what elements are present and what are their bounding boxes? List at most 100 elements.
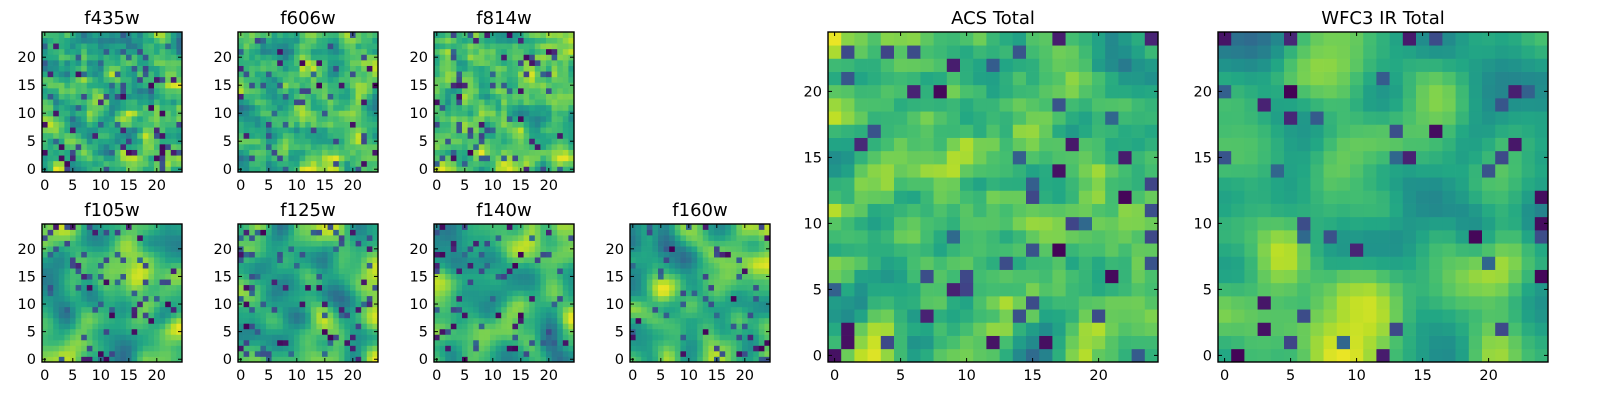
- heatmap-cell: [529, 65, 536, 72]
- heatmap-cell: [131, 323, 138, 330]
- heatmap-cell: [635, 229, 642, 236]
- heatmap-cell: [305, 48, 312, 55]
- heatmap-cell: [316, 295, 323, 302]
- heatmap-cell: [540, 268, 547, 275]
- heatmap-cell: [512, 132, 519, 139]
- heatmap-cell: [316, 32, 323, 38]
- heatmap-cell: [148, 257, 155, 263]
- heatmap-cell: [109, 65, 116, 72]
- heatmap-cell: [361, 32, 368, 38]
- heatmap-cell: [534, 334, 541, 341]
- heatmap-cell: [680, 306, 687, 313]
- heatmap-cell: [551, 334, 558, 341]
- heatmap-cell: [142, 356, 149, 363]
- heatmap-cell: [338, 257, 345, 263]
- heatmap-cell: [456, 345, 463, 352]
- heatmap-cell: [907, 164, 921, 178]
- heatmap-cell: [691, 290, 698, 297]
- heatmap-cell: [120, 240, 127, 247]
- heatmap-cell: [999, 190, 1014, 204]
- heatmap-cell: [523, 339, 530, 346]
- heatmap-cell: [366, 262, 373, 269]
- heatmap-cell: [562, 43, 569, 50]
- heatmap-cell: [933, 256, 948, 270]
- heatmap-cell: [120, 350, 127, 357]
- heatmap-cell: [512, 144, 519, 150]
- heatmap-cell: [456, 48, 463, 55]
- heatmap-cell: [355, 160, 362, 167]
- heatmap-cell: [109, 284, 116, 291]
- heatmap-cell: [266, 295, 272, 302]
- heatmap-cell: [523, 116, 530, 122]
- heatmap-cell: [686, 328, 692, 335]
- heatmap-cell: [529, 301, 536, 308]
- heatmap-cell: [697, 279, 704, 286]
- heatmap-cell: [277, 301, 284, 308]
- heatmap-cell: [501, 71, 508, 78]
- heatmap-cell: [243, 155, 250, 162]
- heatmap-cell: [445, 251, 452, 258]
- heatmap-cell: [243, 345, 250, 352]
- heatmap-cell: [75, 48, 82, 55]
- heatmap-cell: [512, 251, 519, 258]
- heatmap-cell: [148, 246, 155, 252]
- heatmap-cell: [271, 235, 278, 241]
- heatmap-cell: [506, 290, 513, 297]
- heatmap-cell: [725, 235, 732, 241]
- heatmap-cell: [506, 127, 513, 134]
- heatmap-cell: [81, 104, 88, 111]
- heatmap-cell: [254, 328, 261, 335]
- heatmap-cell: [439, 356, 446, 363]
- heatmap-cell: [506, 262, 513, 269]
- heatmap-cell: [973, 322, 987, 336]
- heatmap-cell: [176, 76, 183, 83]
- heatmap-cell: [518, 334, 524, 341]
- heatmap-cell: [691, 246, 698, 252]
- heatmap-cell: [523, 273, 530, 280]
- heatmap-cell: [277, 116, 284, 122]
- heatmap-cell: [456, 32, 463, 38]
- heatmap-cell: [568, 99, 575, 106]
- heatmap-cell: [534, 290, 541, 297]
- heatmap-cell: [271, 127, 278, 134]
- x-tick-label: 5: [656, 368, 665, 384]
- heatmap-cell: [361, 345, 368, 352]
- heatmap-cell: [529, 229, 536, 236]
- heatmap-cell: [42, 295, 48, 302]
- heatmap-cell: [344, 328, 351, 335]
- heatmap-cell: [299, 99, 306, 106]
- heatmap-cell: [131, 246, 138, 252]
- heatmap-cell: [238, 160, 244, 167]
- heatmap-cell: [434, 229, 440, 236]
- heatmap-cell: [114, 251, 121, 258]
- heatmap-cell: [456, 295, 463, 302]
- heatmap-cell: [131, 356, 138, 363]
- heatmap-cell: [126, 82, 132, 89]
- heatmap-cell: [361, 251, 368, 258]
- heatmap-cell: [669, 279, 676, 286]
- heatmap-cell: [86, 155, 93, 162]
- heatmap-cell: [131, 339, 138, 346]
- heatmap-cell: [103, 60, 110, 66]
- heatmap-cell: [758, 301, 765, 308]
- heatmap-cell: [450, 334, 457, 341]
- heatmap-cell: [249, 48, 256, 55]
- heatmap-cell: [316, 273, 323, 280]
- heatmap-cell: [518, 54, 524, 61]
- heatmap-cell: [310, 54, 317, 61]
- heatmap-cell: [294, 273, 300, 280]
- heatmap-cell: [271, 43, 278, 50]
- heatmap-cell: [53, 312, 60, 319]
- heatmap-cell: [322, 301, 328, 308]
- heatmap-cell: [506, 65, 513, 72]
- heatmap-cell: [86, 71, 93, 78]
- heatmap-cell: [170, 48, 177, 55]
- heatmap-cell: [366, 43, 373, 50]
- heatmap-cell: [350, 144, 356, 150]
- heatmap-cell: [288, 48, 295, 55]
- heatmap-cell: [473, 345, 480, 352]
- heatmap-cell: [137, 224, 144, 230]
- heatmap-cell: [557, 121, 564, 128]
- heatmap-cell: [338, 60, 345, 66]
- heatmap-cell: [546, 48, 552, 55]
